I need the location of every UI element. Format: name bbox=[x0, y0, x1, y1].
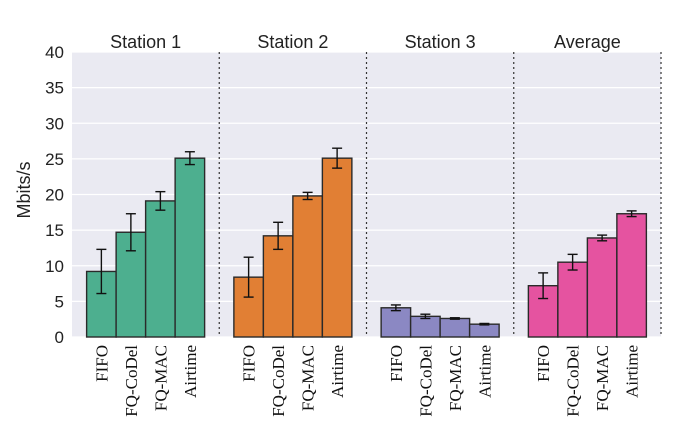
y-tick-label: 5 bbox=[55, 292, 64, 311]
x-tick-label: FQ-MAC bbox=[593, 345, 612, 411]
bar bbox=[174, 157, 206, 338]
x-tick-label: FQ-CoDel bbox=[416, 345, 435, 417]
x-tick-label: FIFO bbox=[387, 345, 406, 382]
bar bbox=[557, 261, 589, 338]
group-title: Station 1 bbox=[110, 32, 181, 52]
bar bbox=[292, 195, 324, 338]
y-tick-label: 20 bbox=[45, 186, 64, 205]
y-tick-label: 30 bbox=[45, 114, 64, 133]
y-tick-label: 15 bbox=[45, 221, 64, 240]
bar bbox=[380, 307, 412, 338]
y-tick-label: 25 bbox=[45, 150, 64, 169]
bar bbox=[586, 237, 618, 338]
x-tick-label: FQ-CoDel bbox=[122, 345, 141, 417]
x-tick-label: FQ-CoDel bbox=[564, 345, 583, 417]
y-axis-label: Mbits/s bbox=[14, 161, 34, 218]
bar bbox=[144, 200, 176, 338]
bar bbox=[409, 315, 441, 338]
x-tick-label: FIFO bbox=[240, 345, 259, 382]
y-tick-label: 10 bbox=[45, 257, 64, 276]
x-tick-label: Airtime bbox=[328, 345, 347, 398]
group-title: Station 2 bbox=[257, 32, 328, 52]
x-tick-label: Airtime bbox=[181, 345, 200, 398]
bar bbox=[321, 157, 353, 338]
x-tick-label: FQ-MAC bbox=[151, 345, 170, 411]
x-tick-label: FIFO bbox=[92, 345, 111, 382]
x-tick-label: FIFO bbox=[534, 345, 553, 382]
y-tick-label: 0 bbox=[55, 328, 64, 347]
x-tick-label: FQ-CoDel bbox=[269, 345, 288, 417]
y-tick-label: 40 bbox=[45, 43, 64, 62]
x-tick-label: FQ-MAC bbox=[446, 345, 465, 411]
x-tick-label: FQ-MAC bbox=[299, 345, 318, 411]
bar bbox=[468, 323, 500, 338]
group-title: Average bbox=[554, 32, 621, 52]
x-tick-label: Airtime bbox=[623, 345, 642, 398]
x-tick-label: Airtime bbox=[475, 345, 494, 398]
group-title: Station 3 bbox=[405, 32, 476, 52]
y-tick-label: 35 bbox=[45, 79, 64, 98]
bar bbox=[439, 317, 471, 338]
bar bbox=[616, 213, 648, 338]
bar bbox=[262, 235, 294, 338]
